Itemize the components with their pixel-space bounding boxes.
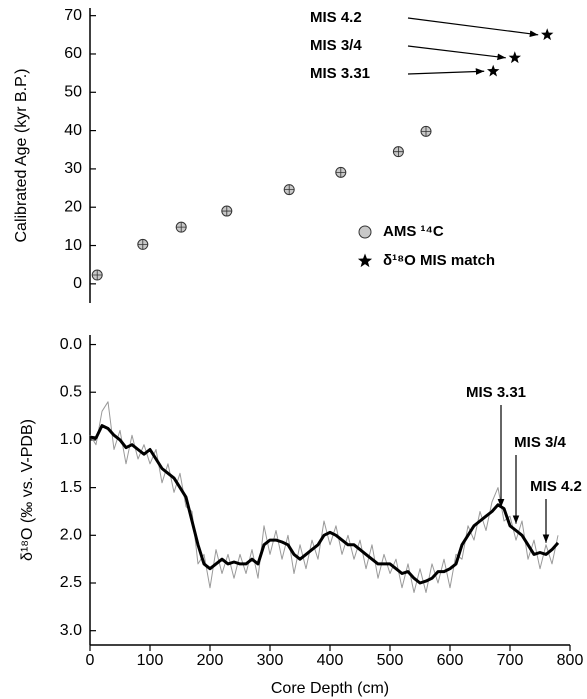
annotation: MIS 3/4 bbox=[514, 434, 566, 451]
y-tick-label: 50 bbox=[64, 84, 82, 101]
x-tick-label: 600 bbox=[437, 652, 464, 669]
y-tick-label: 2.0 bbox=[60, 527, 82, 544]
annotation-arrow bbox=[407, 68, 485, 75]
annotation: MIS 4.2 bbox=[530, 478, 582, 495]
y-tick-label: 3.0 bbox=[60, 622, 82, 639]
star-marker bbox=[487, 64, 500, 77]
data-line bbox=[89, 424, 560, 585]
x-tick-label: 200 bbox=[197, 652, 224, 669]
y-tick-label: 10 bbox=[64, 237, 82, 254]
legend-label: AMS ¹⁴C bbox=[383, 223, 444, 240]
error-cross bbox=[421, 126, 431, 137]
error-cross bbox=[176, 222, 187, 233]
error-cross bbox=[221, 206, 232, 217]
data-point bbox=[335, 166, 347, 178]
legend-marker bbox=[358, 225, 372, 239]
y-tick-label: 0.0 bbox=[60, 336, 82, 353]
data-point bbox=[175, 221, 187, 233]
data-point bbox=[283, 184, 295, 196]
y-axis-label: δ¹⁸O (‰ vs. V-PDB) bbox=[19, 419, 36, 561]
annotation: MIS 3.31 bbox=[310, 65, 370, 82]
x-tick-label: 100 bbox=[137, 652, 164, 669]
error-cross bbox=[393, 146, 404, 157]
x-tick-label: 800 bbox=[557, 652, 584, 669]
data-line bbox=[89, 401, 559, 593]
data-point bbox=[420, 125, 432, 137]
data-point bbox=[137, 238, 149, 250]
legend-label: δ¹⁸O MIS match bbox=[383, 252, 495, 269]
data-point bbox=[487, 64, 500, 77]
data-point bbox=[91, 269, 103, 281]
y-tick-label: 0.5 bbox=[60, 383, 82, 400]
data-point bbox=[392, 146, 404, 158]
y-tick-label: 1.0 bbox=[60, 431, 82, 448]
annotation-arrow bbox=[407, 17, 539, 38]
x-tick-label: 500 bbox=[377, 652, 404, 669]
y-tick-label: 70 bbox=[64, 7, 82, 24]
star-marker bbox=[541, 28, 554, 41]
x-tick-label: 0 bbox=[86, 652, 95, 669]
y-tick-label: 1.5 bbox=[60, 479, 82, 496]
data-point bbox=[221, 205, 233, 217]
error-cross bbox=[137, 239, 148, 250]
x-tick-label: 700 bbox=[497, 652, 524, 669]
y-tick-label: 60 bbox=[64, 45, 82, 62]
y-axis-label: Calibrated Age (kyr B.P.) bbox=[13, 68, 30, 242]
data-point bbox=[541, 28, 554, 41]
annotation: MIS 3/4 bbox=[310, 37, 362, 54]
error-cross bbox=[335, 167, 346, 178]
star-marker bbox=[508, 51, 521, 64]
x-axis-label: Core Depth (cm) bbox=[271, 680, 389, 697]
y-tick-label: 0 bbox=[73, 275, 82, 292]
x-tick-label: 400 bbox=[317, 652, 344, 669]
x-tick-label: 300 bbox=[257, 652, 284, 669]
y-tick-label: 2.5 bbox=[60, 574, 82, 591]
data-point bbox=[508, 51, 521, 64]
y-tick-label: 20 bbox=[64, 198, 82, 215]
annotation: MIS 4.2 bbox=[310, 9, 362, 26]
annotation-arrow bbox=[407, 45, 506, 61]
annotation: MIS 3.31 bbox=[466, 384, 526, 401]
y-tick-label: 40 bbox=[64, 122, 82, 139]
error-cross bbox=[284, 184, 295, 195]
legend-marker bbox=[357, 253, 373, 268]
error-cross bbox=[92, 270, 103, 281]
y-tick-label: 30 bbox=[64, 160, 82, 177]
